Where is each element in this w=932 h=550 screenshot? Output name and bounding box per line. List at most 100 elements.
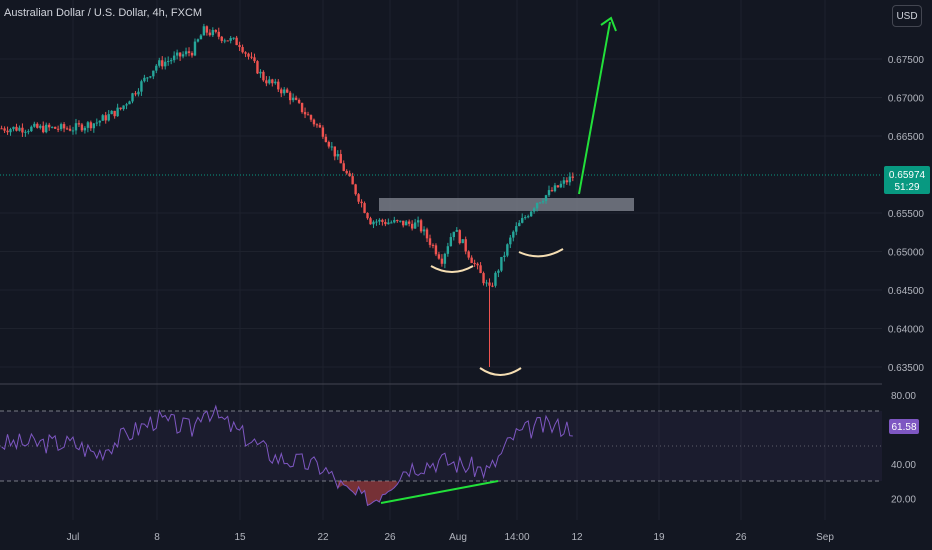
candle-body <box>59 124 63 130</box>
candle-body <box>312 119 316 125</box>
candle-body <box>128 101 131 105</box>
time-axis[interactable]: Jul 8 15 22 26 Aug 14:00 12 19 26 Sep <box>67 532 835 543</box>
candle-body <box>515 226 518 232</box>
price-tick-label: 0.65500 <box>888 209 925 220</box>
candle-body <box>396 220 399 222</box>
candle-body <box>366 212 369 219</box>
candle-body <box>568 176 572 183</box>
candle-body <box>524 217 527 219</box>
candle-body <box>491 285 494 287</box>
candle-body <box>443 253 447 264</box>
candle-body <box>265 80 268 84</box>
candle-body <box>113 110 116 117</box>
candle-body <box>428 238 432 245</box>
candle-body <box>297 99 301 103</box>
candle-body <box>92 123 96 129</box>
candle-body <box>419 220 423 232</box>
candle-body <box>268 79 271 84</box>
candle-body <box>538 202 542 204</box>
candle-body <box>506 244 509 256</box>
time-tick-label: 8 <box>154 532 160 543</box>
chart-title: Australian Dollar / U.S. Dollar, 4h, FXC… <box>4 7 203 19</box>
candle-body <box>53 126 57 129</box>
candle-body <box>181 54 185 57</box>
candle-body <box>547 190 551 196</box>
candle-body <box>324 136 328 143</box>
currency-button[interactable]: USD <box>892 5 922 27</box>
time-tick-label: 14:00 <box>504 532 529 543</box>
candle-body <box>470 257 473 263</box>
candle-body <box>137 91 140 95</box>
rsi-line <box>1 404 573 507</box>
candle-body <box>271 79 274 84</box>
candle-body <box>158 60 161 66</box>
candle-body <box>214 30 217 32</box>
candle-body <box>199 35 203 40</box>
price-tick-label: 0.64500 <box>888 286 925 297</box>
candle-body <box>164 61 167 67</box>
candle-body <box>544 195 548 202</box>
right-shoulder-arc <box>518 248 564 258</box>
candle-body <box>369 218 372 225</box>
candle-body <box>354 184 357 195</box>
candle-body <box>0 128 3 130</box>
candle-body <box>387 222 390 225</box>
time-tick-label: Aug <box>449 532 467 543</box>
candle-body <box>202 26 206 36</box>
price-tick-label: 0.66500 <box>888 132 925 143</box>
candle-body <box>535 202 539 209</box>
candle-body <box>315 124 319 126</box>
candle-body <box>187 51 191 53</box>
rsi-tick-label: 40.00 <box>891 460 916 471</box>
candle-body <box>232 37 235 39</box>
rsi-pane[interactable] <box>0 404 882 507</box>
candle-body <box>134 93 137 95</box>
candle-body <box>565 180 569 183</box>
time-tick-label: Jul <box>67 532 80 543</box>
candle-body <box>497 270 500 273</box>
candle-body <box>526 216 530 218</box>
candle-body <box>300 102 304 113</box>
candle-body <box>336 154 339 157</box>
candle-body <box>6 130 9 133</box>
candle-body <box>253 57 256 62</box>
candle-body <box>553 185 557 192</box>
candle-body <box>77 123 81 125</box>
candle-body <box>467 251 470 258</box>
candle-body <box>226 40 229 42</box>
candle-body <box>416 220 420 223</box>
candle-body <box>101 115 104 121</box>
price-pane[interactable] <box>0 16 882 376</box>
time-tick-label: 15 <box>234 532 246 543</box>
candle-body <box>89 122 93 129</box>
time-tick-label: 19 <box>653 532 665 543</box>
candle-body <box>521 218 524 223</box>
candle-body <box>458 230 461 244</box>
candle-body <box>122 105 125 110</box>
candle-body <box>98 120 101 123</box>
candle-body <box>259 71 262 74</box>
time-tick-label: 26 <box>384 532 396 543</box>
candle-body <box>9 129 12 133</box>
candle-body <box>384 221 387 225</box>
candle-body <box>65 128 69 130</box>
candle-body <box>33 123 36 127</box>
candle-body <box>12 126 15 130</box>
time-tick-label: 12 <box>571 532 583 543</box>
candle-body <box>39 125 42 128</box>
candle-body <box>405 221 408 226</box>
candle-body <box>110 110 113 115</box>
candle-body <box>21 127 24 133</box>
price-axis[interactable]: 0.67500 0.67000 0.66500 0.65500 0.65000 0.645… <box>888 55 925 374</box>
candle-body <box>3 128 6 131</box>
candle-body <box>193 41 197 56</box>
candle-body <box>50 126 54 128</box>
candle-body <box>146 77 149 79</box>
candle-body <box>104 115 107 121</box>
candle-body <box>455 230 458 232</box>
left-shoulder-arc <box>430 265 474 273</box>
candle-body <box>529 211 533 217</box>
candle-body <box>291 97 295 101</box>
